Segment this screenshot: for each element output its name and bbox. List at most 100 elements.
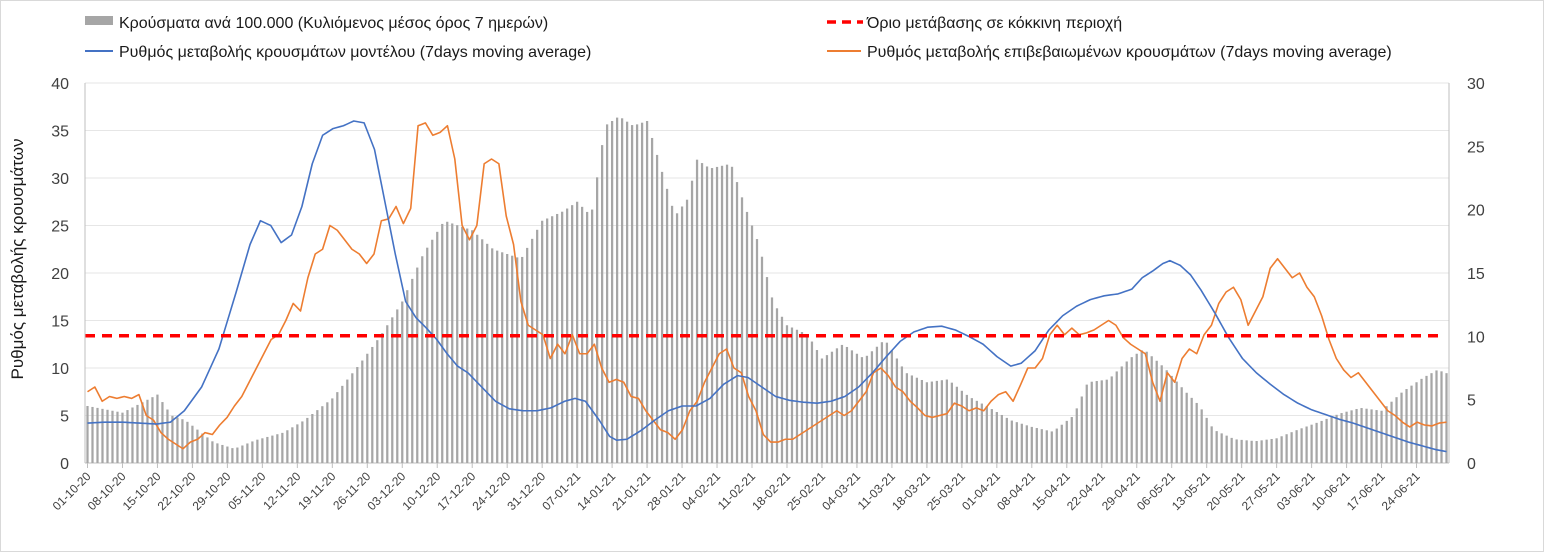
legend-label-threshold: Όριο μετάβασης σε κόκκινη περιοχή	[866, 15, 1122, 32]
bar	[256, 439, 259, 463]
bar	[1095, 381, 1098, 463]
bar	[795, 329, 799, 463]
bar	[1165, 370, 1168, 463]
x-tick-label: 05-11-20	[225, 469, 268, 512]
bar	[206, 437, 209, 463]
bar	[1180, 387, 1183, 463]
bar	[586, 211, 589, 463]
bar	[1075, 408, 1078, 463]
bar	[785, 325, 789, 463]
bar	[1110, 376, 1113, 463]
bar	[715, 166, 719, 464]
bar	[1260, 440, 1263, 463]
bar	[1170, 375, 1173, 463]
bar	[361, 360, 364, 463]
bar	[720, 165, 724, 464]
bar	[306, 417, 309, 463]
bar	[925, 382, 929, 463]
bar	[601, 145, 604, 463]
bar	[181, 419, 184, 463]
bar	[276, 434, 279, 463]
bar	[401, 301, 404, 463]
bar	[436, 231, 439, 463]
bar	[730, 166, 734, 464]
series-line-model	[87, 120, 1447, 453]
bar	[426, 247, 429, 463]
bar	[815, 350, 819, 463]
bar	[705, 166, 709, 463]
bar	[271, 435, 274, 463]
bar	[1360, 408, 1363, 463]
bar	[391, 317, 394, 463]
bar	[1130, 357, 1133, 463]
bar	[1265, 439, 1268, 463]
bar	[486, 243, 489, 463]
bars-cases	[86, 117, 1448, 464]
bar	[226, 446, 229, 463]
bar	[236, 447, 239, 463]
bar	[1270, 438, 1273, 463]
bar	[1330, 416, 1333, 463]
bar	[431, 239, 434, 463]
bar	[865, 355, 869, 463]
bar	[830, 351, 834, 463]
bar	[1035, 428, 1038, 463]
bar	[311, 414, 314, 463]
bar	[1045, 430, 1048, 463]
bar	[725, 164, 729, 463]
y-left-tick-label: 15	[51, 314, 69, 331]
bar	[1005, 417, 1008, 463]
y-right-tick-label: 0	[1467, 456, 1476, 473]
x-axis-ticks: 01-10-2008-10-2015-10-2022-10-2029-10-20…	[50, 463, 1423, 513]
bar	[1320, 420, 1323, 463]
y-left-tick-label: 0	[60, 456, 69, 473]
bar	[111, 410, 114, 463]
bar	[910, 375, 914, 463]
bar	[635, 124, 639, 463]
bar	[625, 121, 629, 464]
bar	[965, 394, 968, 463]
bar	[456, 225, 459, 463]
bar	[481, 239, 484, 463]
bar	[940, 380, 943, 463]
bar	[1060, 424, 1063, 463]
bar	[1135, 353, 1138, 463]
bar	[1275, 438, 1278, 463]
bar	[216, 443, 219, 463]
bar	[1300, 428, 1303, 463]
bar	[211, 441, 214, 463]
bar	[1235, 439, 1238, 463]
bar	[740, 197, 744, 463]
bar	[91, 406, 94, 463]
bar	[556, 213, 559, 463]
x-tick-label: 12-11-20	[260, 469, 303, 512]
bar	[1175, 381, 1178, 463]
bar	[121, 412, 124, 463]
legend: Κρούσματα ανά 100.000 (Κυλιόμενος μέσος …	[85, 15, 1392, 61]
bar	[511, 255, 514, 463]
bar	[416, 267, 419, 463]
legend-item-model: Ρυθμός μεταβολής κρουσμάτων μοντέλου (7d…	[85, 44, 591, 61]
bar	[805, 334, 809, 463]
bar	[700, 163, 704, 463]
bar	[1420, 378, 1423, 463]
bar	[1285, 434, 1288, 463]
bar	[915, 377, 919, 463]
bar	[291, 427, 294, 463]
bar	[1315, 422, 1318, 463]
bar	[446, 221, 449, 463]
bar	[266, 436, 269, 463]
bar	[605, 124, 609, 463]
bar	[1280, 436, 1283, 463]
bar	[466, 228, 469, 463]
bar	[421, 256, 424, 463]
bar	[920, 379, 924, 463]
bar	[650, 137, 654, 463]
bar	[441, 223, 444, 463]
bar	[1010, 420, 1013, 463]
bar	[995, 412, 998, 463]
y-left-tick-label: 25	[51, 219, 69, 236]
x-tick-label: 24-06-21	[1379, 469, 1423, 513]
bar	[800, 332, 804, 463]
